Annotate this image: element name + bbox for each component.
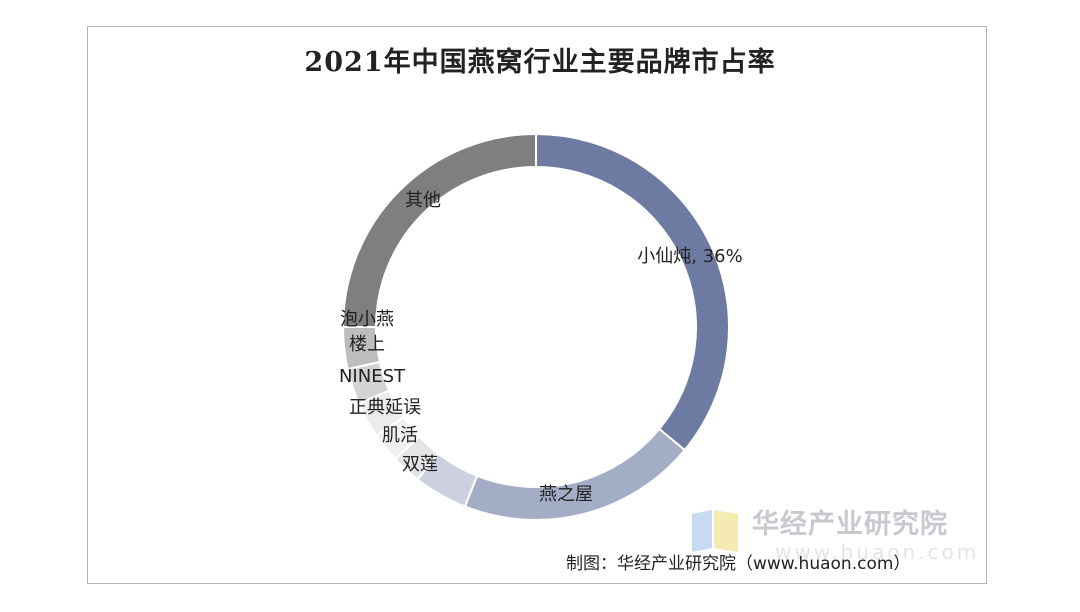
- slice-label-7: 泡小燕: [340, 309, 394, 330]
- watermark-logo-icon: [692, 510, 738, 552]
- donut-slice-1: [463, 427, 687, 521]
- slice-label-2: 双莲: [402, 454, 438, 475]
- slice-label-4: 正典延误: [349, 397, 421, 418]
- donut-slice-0: [535, 132, 730, 452]
- slice-label-6: 楼上: [349, 334, 385, 355]
- slice-labels: 小仙炖, 36% 燕之屋 双莲 肌活 正典延误 NINEST 楼上 泡小燕 其他: [339, 190, 743, 505]
- donut-slices: [341, 132, 730, 521]
- slice-label-0: 小仙炖, 36%: [637, 246, 742, 267]
- slice-label-8: 其他: [405, 190, 441, 211]
- watermark-url: www.huaon.com: [775, 540, 980, 564]
- slice-label-1: 燕之屋: [539, 484, 593, 505]
- chart-title: 2021年中国燕窝行业主要品牌市占率: [304, 47, 776, 78]
- source-note: 制图：华经产业研究院（www.huaon.com）: [566, 554, 911, 574]
- watermark-brand: 华经产业研究院: [752, 509, 948, 540]
- slice-label-5: NINEST: [339, 366, 406, 387]
- donut-slice-8: [341, 132, 537, 328]
- slice-label-3: 肌活: [382, 425, 418, 446]
